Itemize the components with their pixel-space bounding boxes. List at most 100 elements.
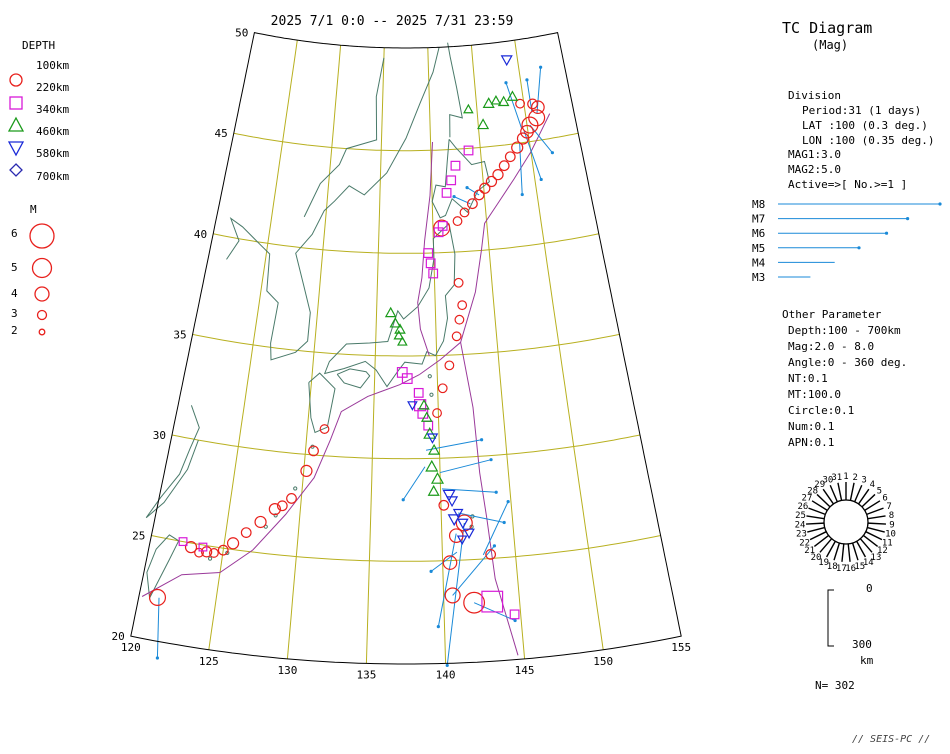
slip-vector <box>482 501 509 556</box>
rose-spoke <box>857 488 870 505</box>
event-marker-circle <box>268 502 281 516</box>
depth-legend-marker-580 <box>7 141 25 157</box>
rose-spoke <box>807 526 825 533</box>
parallel-line <box>213 233 599 254</box>
rose-day-label: 27 <box>802 494 813 504</box>
footer-credit: // SEIS-PC // <box>852 734 930 745</box>
slip-vector-end <box>525 78 529 82</box>
event-marker-circle <box>451 331 462 342</box>
slip-vector-end <box>445 663 449 668</box>
event-marker-circle <box>511 141 524 154</box>
rose-spoke <box>829 484 838 503</box>
slip-vector-end <box>401 498 405 502</box>
island <box>225 550 230 555</box>
rose-day-label: 17 <box>836 564 847 574</box>
event-marker-triangle-up <box>397 336 408 346</box>
event-marker-circle <box>457 300 468 311</box>
coastline <box>323 223 456 388</box>
longitude-tick-label: 130 <box>277 664 297 677</box>
event-marker-triangle-up <box>389 317 402 328</box>
event-marker-circle <box>319 424 330 434</box>
parallel-line <box>171 434 641 460</box>
coastline <box>308 372 336 434</box>
depth-legend-label-580: 580km <box>36 147 69 160</box>
rose-day-label: 19 <box>818 558 829 568</box>
longitude-tick-label: 145 <box>515 664 535 677</box>
coastline <box>431 138 490 219</box>
slip-vector-end <box>480 438 484 442</box>
rose-spoke <box>854 484 863 503</box>
depth-scale: 0 300 km <box>827 582 874 667</box>
event-marker-triangle-down <box>500 55 513 67</box>
rose-day-label: 16 <box>845 564 856 574</box>
slip-vector-end <box>539 177 543 182</box>
coastline <box>145 405 200 519</box>
parallel-line <box>151 535 661 562</box>
slip-vector <box>505 82 523 129</box>
rose-spoke <box>864 500 881 511</box>
event-marker-circle <box>438 499 450 511</box>
rose-spoke <box>849 482 855 501</box>
depth-legend-label-220: 220km <box>36 81 69 94</box>
event-marker-circle <box>432 408 442 418</box>
parallel-line <box>233 132 579 152</box>
event-marker-triangle-down <box>463 528 475 540</box>
event-marker-circle <box>254 515 267 529</box>
slip-vector-end <box>550 151 554 155</box>
event-marker-circle <box>452 216 463 227</box>
event-marker-triangle-up <box>477 118 490 130</box>
magnitude-bar-end <box>906 217 910 221</box>
event-marker-triangle-up <box>463 103 474 114</box>
rose-spoke <box>819 538 833 553</box>
rose-day-label: 4 <box>870 480 875 490</box>
slip-vector <box>441 488 497 493</box>
slip-vector-end <box>494 490 498 494</box>
rose-day-label: 8 <box>889 511 894 521</box>
slip-vector-end <box>436 625 440 629</box>
rose-spoke <box>806 522 825 525</box>
graticule <box>151 40 661 664</box>
magnitude-legend-title: M <box>30 203 37 216</box>
param-mt: MT:100.0 <box>788 388 841 401</box>
coastlines <box>145 42 490 600</box>
rose-day-label: 1 <box>843 472 848 482</box>
trench-line <box>460 342 519 656</box>
magnitude-legend-marker-3 <box>36 309 48 321</box>
depth-legend-title: DEPTH <box>22 39 55 52</box>
param-depth: Depth:100 - 700km <box>788 324 901 337</box>
rose-spoke <box>867 522 886 525</box>
event-marker-circle <box>276 500 288 512</box>
event-marker-square <box>413 387 424 398</box>
event-marker-circle <box>240 527 252 539</box>
time-rose-diagram: 1 2 3 4567891011121314151617181920212223242… <box>795 472 896 574</box>
depth-legend-marker-700 <box>9 163 23 177</box>
slip-vector <box>156 597 160 659</box>
event-marker-triangle-down <box>447 514 461 527</box>
event-marker-circle <box>300 464 313 478</box>
rose-day-label: 22 <box>799 538 810 548</box>
rose-day-label: 24 <box>795 520 806 530</box>
island <box>207 556 213 561</box>
event-marker-circle <box>485 548 497 560</box>
longitude-tick-label: 155 <box>671 641 691 654</box>
event-marker-triangle-up <box>425 459 439 472</box>
rose-day-label: 3 <box>861 476 866 486</box>
rose-spoke <box>866 507 884 516</box>
magnitude-bar-end <box>857 246 861 250</box>
depth-legend-marker-460 <box>7 116 25 132</box>
rose-day-label: 5 <box>877 486 882 496</box>
latitude-tick-label: 45 <box>215 127 228 140</box>
rose-spoke <box>833 542 841 561</box>
slip-vector-end <box>492 544 497 548</box>
slip-vector <box>536 67 542 114</box>
event-marker-circle <box>485 175 498 188</box>
rose-day-label: 29 <box>814 480 825 490</box>
slip-vector <box>452 545 495 596</box>
event-marker-circle <box>437 383 448 394</box>
event-marker-circle <box>208 548 219 558</box>
event-marker-circle <box>504 151 516 163</box>
coastline <box>447 42 463 138</box>
slip-vector-end <box>452 195 456 199</box>
slip-vector <box>446 522 465 666</box>
